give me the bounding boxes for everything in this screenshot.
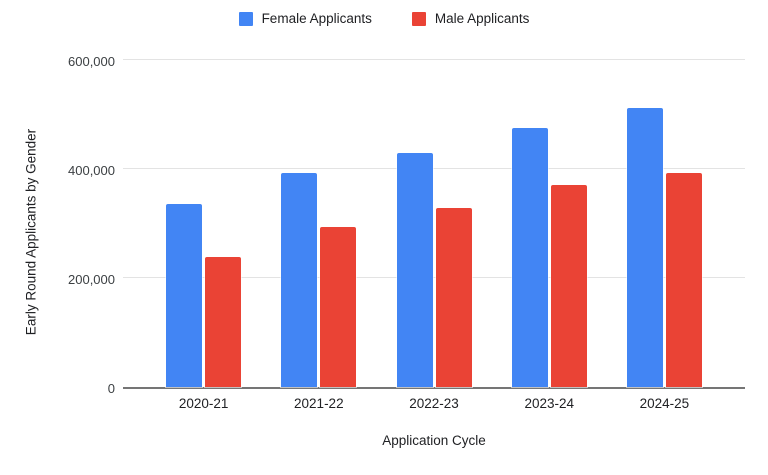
x-axis-title: Application Cycle (382, 433, 486, 448)
legend-swatch-icon (238, 11, 253, 26)
bar-female-2020-21[interactable] (166, 204, 203, 387)
x-tick-label-2020-21: 2020-21 (178, 396, 229, 411)
legend-swatch-icon (411, 11, 426, 26)
bar-male-2023-24[interactable] (550, 185, 587, 387)
gridline (123, 168, 745, 169)
category-group-2020-21 (146, 62, 261, 387)
bar-male-2022-23[interactable] (435, 208, 472, 387)
category-group-2021-22 (261, 62, 376, 387)
bar-male-2020-21[interactable] (205, 257, 242, 387)
x-axis-labels: 2020-21 2021-22 2022-23 2023-24 2024-25 (146, 396, 722, 411)
bar-female-2023-24[interactable] (511, 128, 548, 387)
x-tick-label-2024-25: 2024-25 (639, 396, 690, 411)
legend-label: Male Applicants (434, 11, 530, 26)
bar-female-2022-23[interactable] (396, 152, 433, 387)
legend-item-female[interactable]: Female Applicants (238, 11, 372, 26)
y-tick-label: 400,000 (68, 163, 115, 178)
legend-label: Female Applicants (261, 11, 372, 26)
chart-legend: Female Applicants Male Applicants (0, 11, 768, 26)
bars-area (146, 62, 722, 387)
category-group-2022-23 (376, 62, 491, 387)
x-tick-label-2021-22: 2021-22 (294, 396, 344, 411)
y-axis-ticks: 0 200,000 400,000 600,000 (0, 55, 115, 396)
bar-female-2024-25[interactable] (626, 108, 663, 387)
plot-area (123, 59, 745, 389)
y-tick-label: 0 (107, 381, 115, 396)
gridline (123, 59, 745, 60)
category-group-2024-25 (607, 62, 722, 387)
bar-male-2021-22[interactable] (320, 226, 357, 387)
category-group-2023-24 (492, 62, 607, 387)
bar-female-2021-22[interactable] (281, 173, 318, 387)
legend-item-male[interactable]: Male Applicants (411, 11, 530, 26)
x-tick-label-2022-23: 2022-23 (409, 396, 459, 411)
y-tick-label: 600,000 (68, 54, 115, 69)
bar-male-2024-25[interactable] (665, 172, 702, 387)
gridline (123, 277, 745, 278)
y-tick-label: 200,000 (68, 272, 115, 287)
x-tick-label-2023-24: 2023-24 (524, 396, 574, 411)
